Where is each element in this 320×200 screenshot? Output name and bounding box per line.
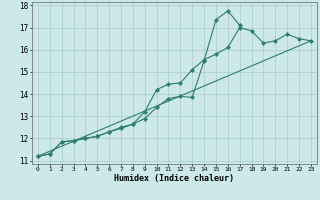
X-axis label: Humidex (Indice chaleur): Humidex (Indice chaleur) [115, 174, 234, 183]
